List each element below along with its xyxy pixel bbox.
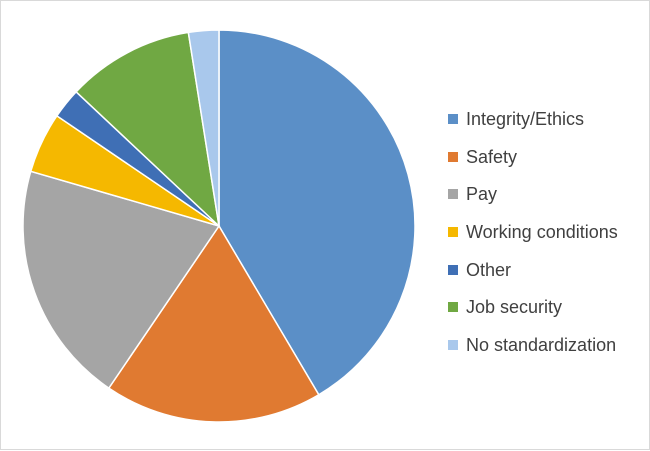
legend-item-job-security: Job security — [448, 288, 648, 326]
legend-label-integrity-ethics: Integrity/Ethics — [466, 108, 585, 129]
legend-item-no-standardization: No standardization — [448, 326, 648, 364]
legend-swatch-pay — [448, 189, 458, 200]
legend-swatch-working-conditions — [448, 226, 458, 237]
legend-label-job-security: Job security — [466, 297, 563, 318]
legend-label-other: Other — [466, 259, 512, 280]
pie-slice-no-standardization — [187, 29, 220, 227]
legend-label-no-standardization: No standardization — [466, 334, 617, 355]
pie-slice-job-security — [75, 31, 221, 229]
legend-item-working-conditions: Working conditions — [448, 213, 648, 251]
legend-swatch-integrity-ethics — [448, 113, 458, 124]
legend-item-pay: Pay — [448, 175, 648, 213]
legend-item-safety: Safety — [448, 138, 648, 176]
legend-swatch-no-standardization — [448, 339, 458, 350]
legend: Integrity/Ethics Safety Pay Working cond… — [448, 100, 648, 364]
legend-swatch-job-security — [448, 302, 458, 313]
legend-swatch-other — [448, 264, 458, 275]
legend-label-pay: Pay — [466, 184, 498, 205]
pie-slice-pay — [22, 170, 221, 390]
legend-label-working-conditions: Working conditions — [466, 221, 618, 242]
legend-item-integrity-ethics: Integrity/Ethics — [448, 100, 648, 138]
pie-slice-integrity-ethics — [218, 29, 416, 396]
legend-swatch-safety — [448, 151, 458, 162]
pie-slice-safety — [107, 224, 320, 423]
legend-item-other: Other — [448, 251, 648, 289]
legend-label-safety: Safety — [466, 146, 518, 167]
